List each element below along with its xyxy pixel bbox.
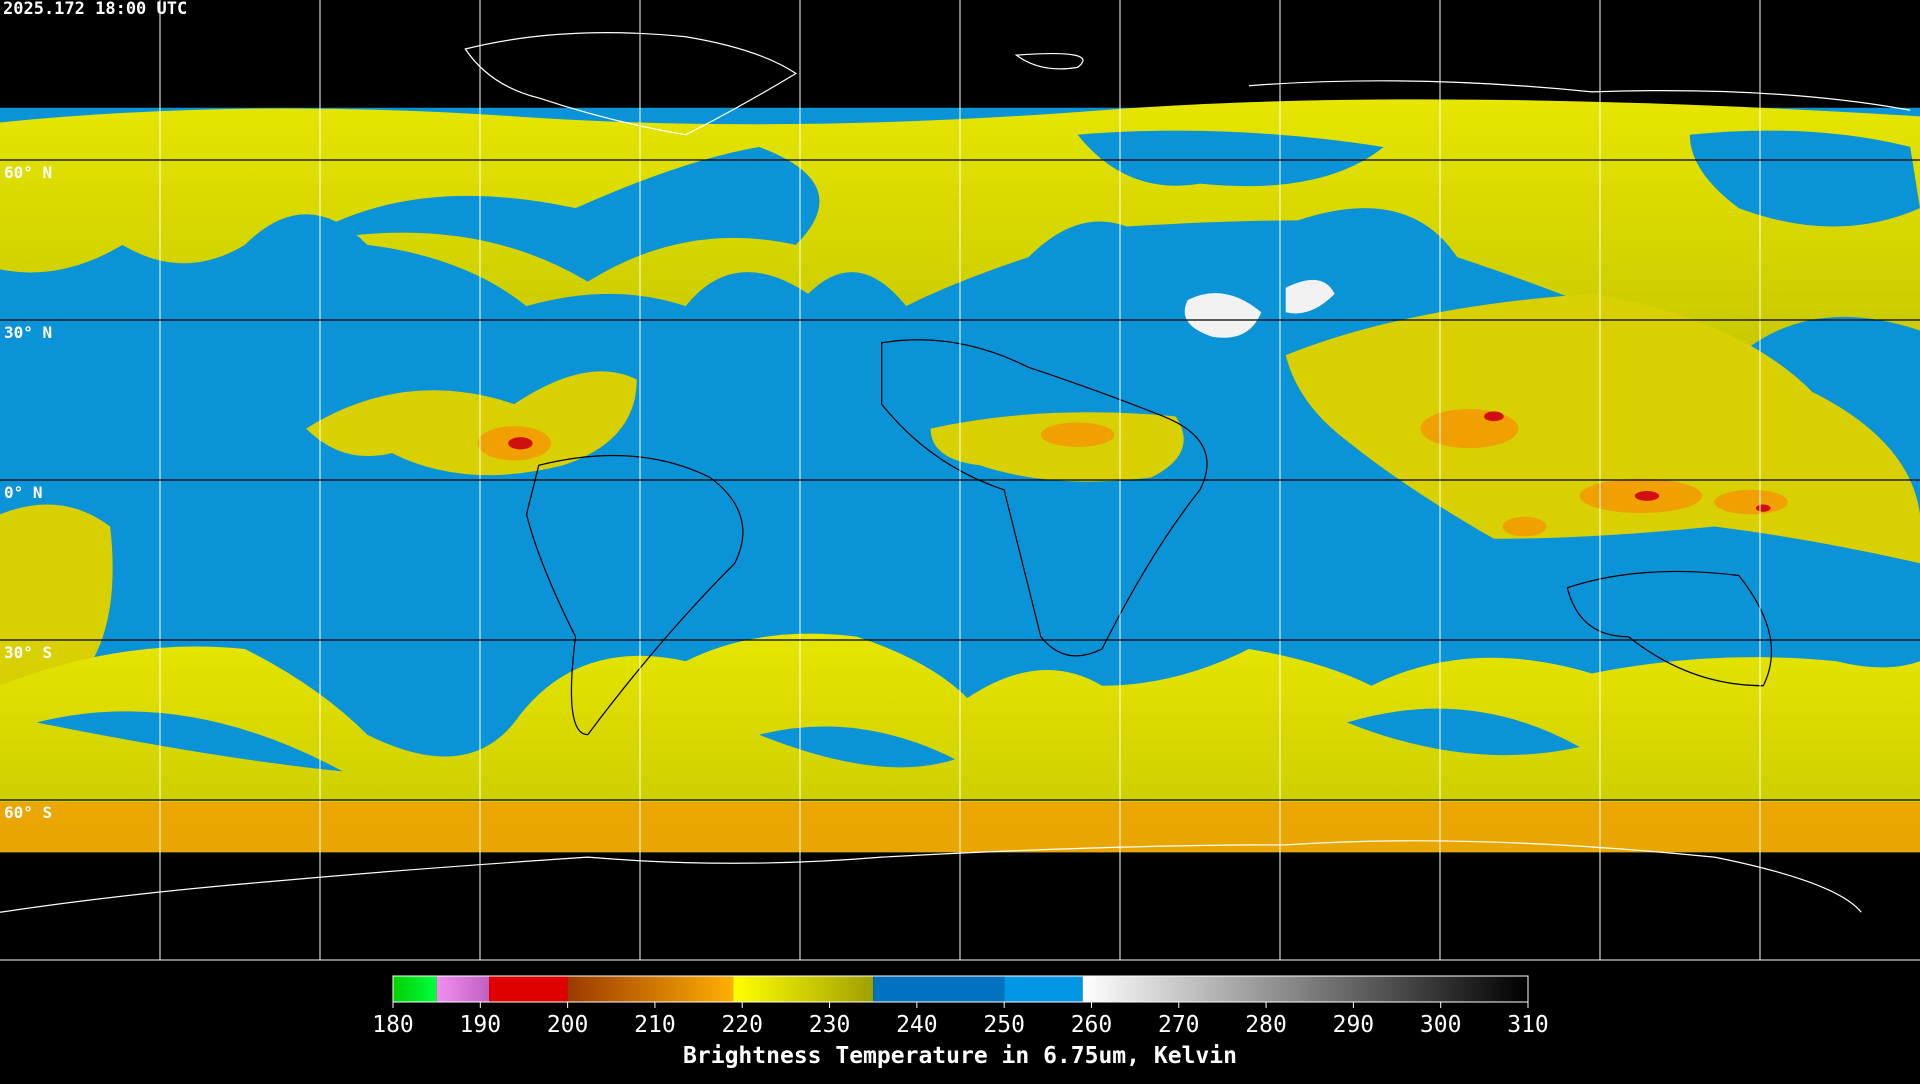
colorbar-tick-label: 210 (634, 1012, 676, 1038)
colorbar-segment (393, 976, 437, 1002)
graticule: 60° N 30° N 0° N 30° S 60° S (0, 0, 1920, 961)
colorbar-segment (873, 976, 1005, 1002)
colorbar-tick-label: 240 (896, 1012, 938, 1038)
colorbar-segment (489, 976, 568, 1002)
colorbar-tick-label: 230 (809, 1012, 851, 1038)
colorbar-tick-label: 200 (547, 1012, 589, 1038)
colorbar-label: Brightness Temperature in 6.75um, Kelvin (683, 1043, 1237, 1069)
colorbar-frame (392, 975, 1529, 1003)
latitude-label: 60° N (4, 163, 52, 182)
colorbar-segment (436, 976, 490, 1002)
colorbar-tick-label: 250 (983, 1012, 1025, 1038)
colorbar-segment (733, 976, 874, 1002)
colorbar-segment (1004, 976, 1083, 1002)
colorbar-tick-label: 190 (460, 1012, 502, 1038)
latitude-label: 0° N (4, 483, 43, 502)
latitude-label: 30° N (4, 323, 52, 342)
colorbar-tick-label: 310 (1507, 1012, 1549, 1038)
colorbar-tick-label: 260 (1071, 1012, 1113, 1038)
colorbar-tick-label: 290 (1333, 1012, 1375, 1038)
latitude-label: 60° S (4, 803, 52, 822)
colorbar-tick-label: 220 (721, 1012, 763, 1038)
colorbar-tick-label: 300 (1420, 1012, 1462, 1038)
colorbar: 180 190 200 210 220 230 240 250 260 270 280 290 300 3… (372, 975, 1549, 1038)
colorbar-tick-label: 180 (372, 1012, 414, 1038)
colorbar-segment (1082, 976, 1528, 1002)
timestamp: 2025.172 18:00 UTC (3, 0, 187, 19)
colorbar-tick-label: 280 (1245, 1012, 1287, 1038)
colorbar-segment (567, 976, 734, 1002)
colorbar-tick-label: 270 (1158, 1012, 1200, 1038)
latitude-label: 30° S (4, 643, 52, 662)
